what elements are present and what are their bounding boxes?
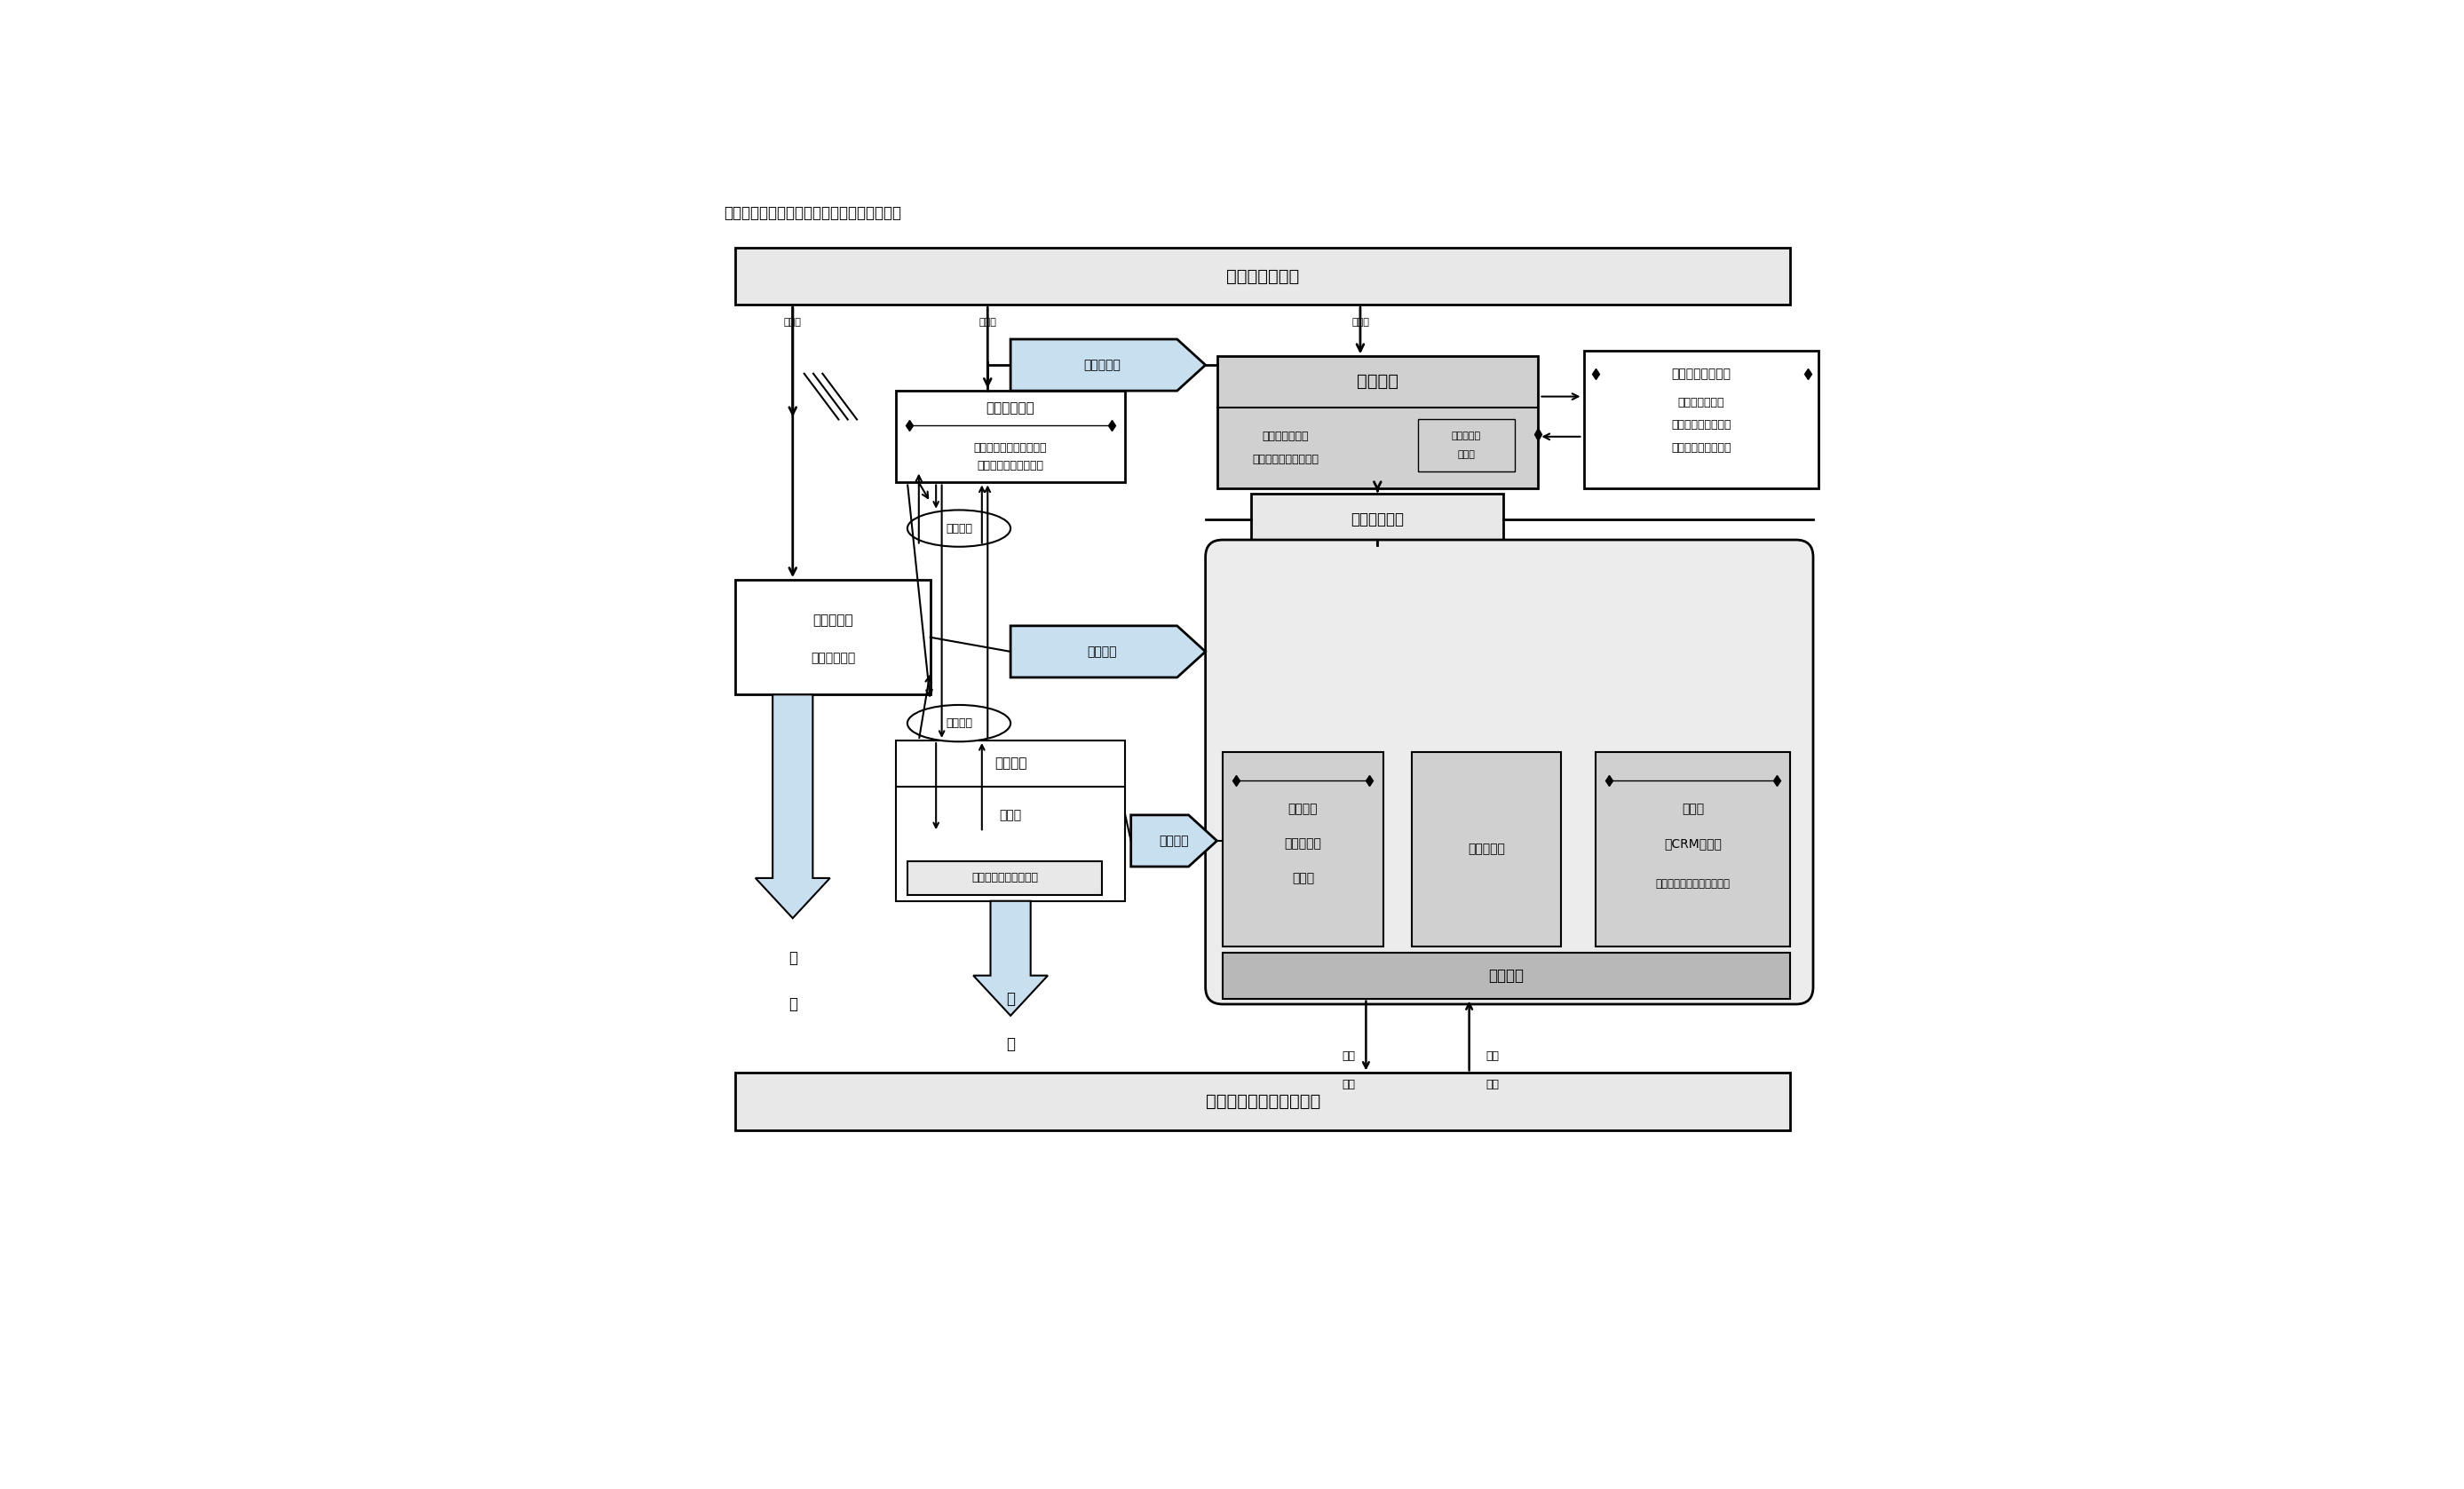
Bar bbox=[1222, 953, 1791, 999]
Text: 取締役監査等委員　３名: 取締役監査等委員 ３名 bbox=[973, 442, 1047, 454]
Text: グ　ル　ー　プ　会　社: グ ル ー プ 会 社 bbox=[1205, 1093, 1321, 1111]
Bar bbox=[1252, 494, 1503, 545]
Text: 指導: 指導 bbox=[1343, 1050, 1355, 1062]
Bar bbox=[734, 1074, 1791, 1130]
Text: 会計監査人: 会計監査人 bbox=[813, 613, 853, 627]
Polygon shape bbox=[756, 694, 830, 919]
Text: 経営会議: 経営会議 bbox=[1289, 803, 1318, 816]
Bar bbox=[907, 861, 1101, 895]
Text: 取締役会: 取締役会 bbox=[1358, 374, 1400, 390]
Text: ［業務執行・監査および内部統制の仕組み］: ［業務執行・監査および内部統制の仕組み］ bbox=[724, 205, 902, 220]
Text: 査: 査 bbox=[1005, 1036, 1015, 1053]
Text: 相互連携: 相互連携 bbox=[946, 718, 973, 730]
Text: ・CRM委員会: ・CRM委員会 bbox=[1663, 837, 1722, 850]
Text: リスクマネジメント室: リスクマネジメント室 bbox=[971, 873, 1037, 884]
Polygon shape bbox=[973, 901, 1047, 1015]
Text: 指名・報酬委員会: 指名・報酬委員会 bbox=[1671, 368, 1732, 380]
Text: 内、社外取締役　２名: 内、社外取締役 ２名 bbox=[978, 460, 1045, 471]
Polygon shape bbox=[1131, 814, 1217, 867]
Text: 内、社外取締役　５名: 内、社外取締役 ５名 bbox=[1252, 454, 1318, 466]
Text: 代表取締役会長１名: 代表取締役会長１名 bbox=[1671, 420, 1732, 430]
Text: 重要案件の: 重要案件の bbox=[1284, 837, 1321, 850]
Text: 取締役　１２名: 取締役 １２名 bbox=[1262, 430, 1308, 442]
Text: 社外取締役４名: 社外取締役４名 bbox=[1678, 396, 1725, 408]
Bar bbox=[1217, 356, 1538, 488]
Text: 執行役員会: 執行役員会 bbox=[1469, 843, 1506, 856]
Text: 株　主　総　会: 株 主 総 会 bbox=[1227, 268, 1299, 284]
Text: 監: 監 bbox=[1005, 990, 1015, 1007]
Text: 委員会: 委員会 bbox=[1680, 803, 1705, 816]
Bar bbox=[1584, 351, 1818, 488]
Text: 支援: 支援 bbox=[1343, 1078, 1355, 1090]
Bar bbox=[897, 390, 1126, 482]
Bar bbox=[1417, 420, 1515, 471]
Ellipse shape bbox=[907, 511, 1010, 546]
Bar bbox=[734, 247, 1791, 305]
Text: 監査・監督: 監査・監督 bbox=[1084, 359, 1121, 371]
Text: 選解任: 選解任 bbox=[978, 317, 995, 326]
Text: 監査等委員会: 監査等委員会 bbox=[986, 402, 1035, 414]
Bar bbox=[897, 740, 1126, 901]
Text: 選解任: 選解任 bbox=[784, 317, 801, 326]
Text: 監査室: 監査室 bbox=[1000, 809, 1023, 822]
Polygon shape bbox=[1010, 339, 1205, 390]
Text: ・サステナビリティ委員会: ・サステナビリティ委員会 bbox=[1656, 879, 1730, 889]
Text: 代表取締役社長１名: 代表取締役社長１名 bbox=[1671, 442, 1732, 454]
Text: 会計監査: 会計監査 bbox=[1087, 645, 1116, 658]
Text: 報告: 報告 bbox=[1486, 1078, 1498, 1090]
Text: 監: 監 bbox=[788, 950, 798, 966]
Text: ＣＲＭ部: ＣＲＭ部 bbox=[995, 756, 1027, 770]
Text: 相互連携: 相互連携 bbox=[946, 523, 973, 535]
Bar bbox=[1412, 752, 1560, 947]
Polygon shape bbox=[1010, 625, 1205, 677]
Text: 監査等委員: 監査等委員 bbox=[1451, 432, 1481, 441]
FancyBboxPatch shape bbox=[1205, 541, 1814, 1004]
Text: 選解任: 選解任 bbox=[1350, 317, 1370, 326]
Text: （外部監査）: （外部監査） bbox=[811, 652, 855, 664]
Text: 審議等: 審議等 bbox=[1291, 873, 1313, 884]
Ellipse shape bbox=[907, 704, 1010, 742]
Text: 協議: 協議 bbox=[1486, 1050, 1498, 1062]
Bar bbox=[1594, 752, 1791, 947]
Text: 査: 査 bbox=[788, 996, 798, 1013]
Text: 内部監査: 内部監査 bbox=[1158, 835, 1188, 847]
Text: を含む: を含む bbox=[1459, 450, 1476, 459]
Bar bbox=[734, 581, 931, 694]
Text: 事業部門: 事業部門 bbox=[1488, 968, 1525, 984]
Text: 社長執行役員: 社長執行役員 bbox=[1350, 512, 1404, 527]
Bar bbox=[1222, 752, 1382, 947]
